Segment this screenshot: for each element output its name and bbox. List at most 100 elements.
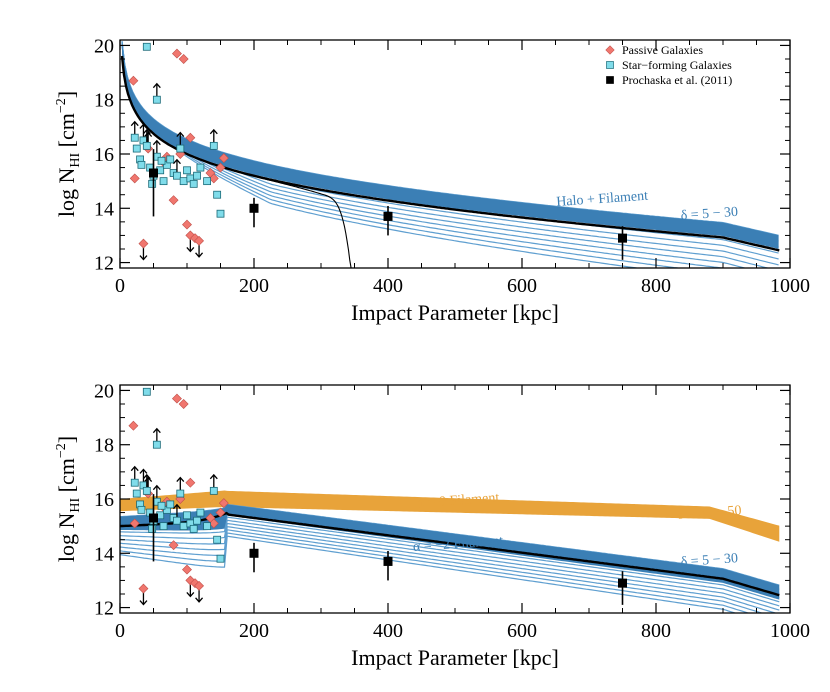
prochaska-point (249, 203, 259, 213)
passive-galaxy-point (138, 238, 149, 249)
limit-arrowhead (152, 82, 161, 89)
starforming-galaxy-point (142, 141, 151, 150)
legend-label: Prochaska et al. (2011) (622, 73, 732, 87)
starforming-galaxy-point (216, 554, 225, 563)
starforming-galaxy-point (193, 516, 201, 525)
x-tick-label: 1000 (770, 620, 810, 642)
plot-area (120, 41, 780, 268)
plot-area (120, 387, 780, 613)
starforming-galaxy-point (196, 163, 205, 172)
model-curve (121, 43, 770, 268)
starforming-galaxy-point (148, 179, 157, 188)
starforming-galaxy-point (152, 95, 161, 104)
x-tick-label: 200 (239, 620, 269, 642)
model-curve (120, 522, 780, 611)
y-tick-label: 20 (94, 380, 114, 402)
limit-arrowhead (130, 120, 139, 127)
model-median-curve (120, 511, 780, 597)
model-curve (120, 519, 780, 607)
x-tick-label: 200 (239, 275, 269, 297)
passive-galaxy-point (182, 564, 192, 575)
starforming-galaxy-point (176, 144, 185, 153)
starforming-galaxy-point (213, 535, 222, 544)
prochaska-point (249, 548, 259, 558)
y-tick-label: 20 (94, 35, 114, 57)
passive-galaxy-point (178, 399, 189, 409)
starforming-galaxy-point (216, 209, 225, 218)
x-tick-label: 1000 (770, 275, 810, 297)
curve-annotation: δ = 5 − 30 (680, 205, 738, 224)
x-tick-label: 800 (641, 275, 671, 297)
model-curve (120, 526, 778, 613)
model-curve (121, 43, 725, 268)
top-panel: 0 200 400 600 800 1000 12 14 16 18 20 Impact Parame… (54, 35, 810, 325)
x-tick-label: 400 (373, 620, 403, 642)
limit-arrowhead (144, 476, 153, 482)
prochaska-point (383, 211, 393, 221)
limit-arrowhead (130, 465, 139, 472)
model-curve (120, 529, 764, 613)
starforming-galaxy-point (213, 190, 222, 199)
model-curve (120, 516, 780, 603)
y-tick-label: 14 (94, 198, 114, 220)
prochaska-point (149, 168, 158, 178)
limit-arrowhead (195, 252, 204, 258)
limit-arrowhead (152, 427, 161, 434)
limit-arrowhead (139, 468, 148, 474)
passive-galaxy-point (172, 48, 182, 59)
passive-galaxy-point (172, 393, 182, 404)
passive-galaxy-point (129, 173, 140, 184)
curve-annotation: δ = 5 − 30 (680, 551, 738, 570)
prochaska-point (383, 556, 393, 566)
passive-galaxy-point (215, 507, 226, 518)
passive-galaxy-point (185, 477, 196, 488)
y-tick-label: 16 (94, 489, 114, 511)
x-tick-label: 0 (115, 275, 125, 297)
starforming-galaxy-point (132, 489, 141, 498)
model-curve (120, 532, 751, 613)
limit-arrowhead (139, 600, 148, 606)
passive-galaxy-point (208, 173, 219, 184)
x-tick-label: 600 (507, 275, 537, 297)
starforming-galaxy-point (203, 177, 212, 186)
passive-galaxy-point (208, 518, 219, 529)
legend-label: Passive Galaxies (622, 43, 703, 57)
curve-annotation: δ = 30 − 50 (677, 503, 742, 522)
passive-galaxy-point (138, 583, 149, 594)
legend-marker (606, 61, 614, 69)
y-tick-label: 18 (94, 435, 114, 457)
passive-galaxy-point (128, 420, 139, 431)
limit-arrowhead (152, 139, 161, 146)
limit-arrowhead (152, 484, 161, 491)
prochaska-point (618, 233, 627, 243)
limit-arrowhead (176, 476, 185, 482)
y-tick-label: 12 (94, 253, 114, 275)
passive-galaxy-point (128, 75, 139, 86)
starforming-galaxy-point (132, 144, 141, 153)
x-tick-label: 600 (507, 620, 537, 642)
alpha0-filament-band (120, 490, 780, 542)
limit-arrowhead (172, 158, 181, 165)
prochaska-point (149, 513, 158, 523)
halo-only-curve (121, 55, 352, 268)
starforming-galaxy-point (166, 500, 175, 509)
y-axis-label: log NHI [cm−2] (54, 436, 83, 562)
limit-arrowhead (172, 503, 181, 510)
starforming-galaxy-point (176, 489, 185, 498)
starforming-galaxy-point (189, 179, 198, 188)
limit-arrowhead (186, 592, 195, 598)
halo-filament-band (122, 41, 779, 249)
starforming-galaxy-point (142, 42, 151, 51)
curve-annotation: α = 0 Filament (416, 491, 499, 512)
starforming-galaxy-point (130, 133, 139, 142)
starforming-galaxy-point (137, 160, 146, 169)
model-curve (121, 44, 642, 268)
y-tick-label: 18 (94, 90, 114, 112)
starforming-galaxy-point (179, 177, 188, 186)
starforming-galaxy-point (159, 177, 168, 186)
passive-galaxy-point (215, 162, 226, 173)
legend-marker (606, 76, 614, 84)
starforming-galaxy-point (196, 508, 205, 517)
limit-arrowhead (195, 597, 204, 603)
